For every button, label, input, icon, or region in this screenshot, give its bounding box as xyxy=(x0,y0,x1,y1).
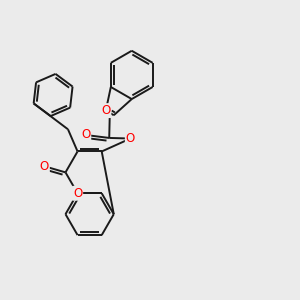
Text: O: O xyxy=(126,132,135,145)
Text: O: O xyxy=(73,187,82,200)
Text: O: O xyxy=(81,128,90,142)
Text: O: O xyxy=(40,160,49,173)
Text: O: O xyxy=(101,104,110,117)
